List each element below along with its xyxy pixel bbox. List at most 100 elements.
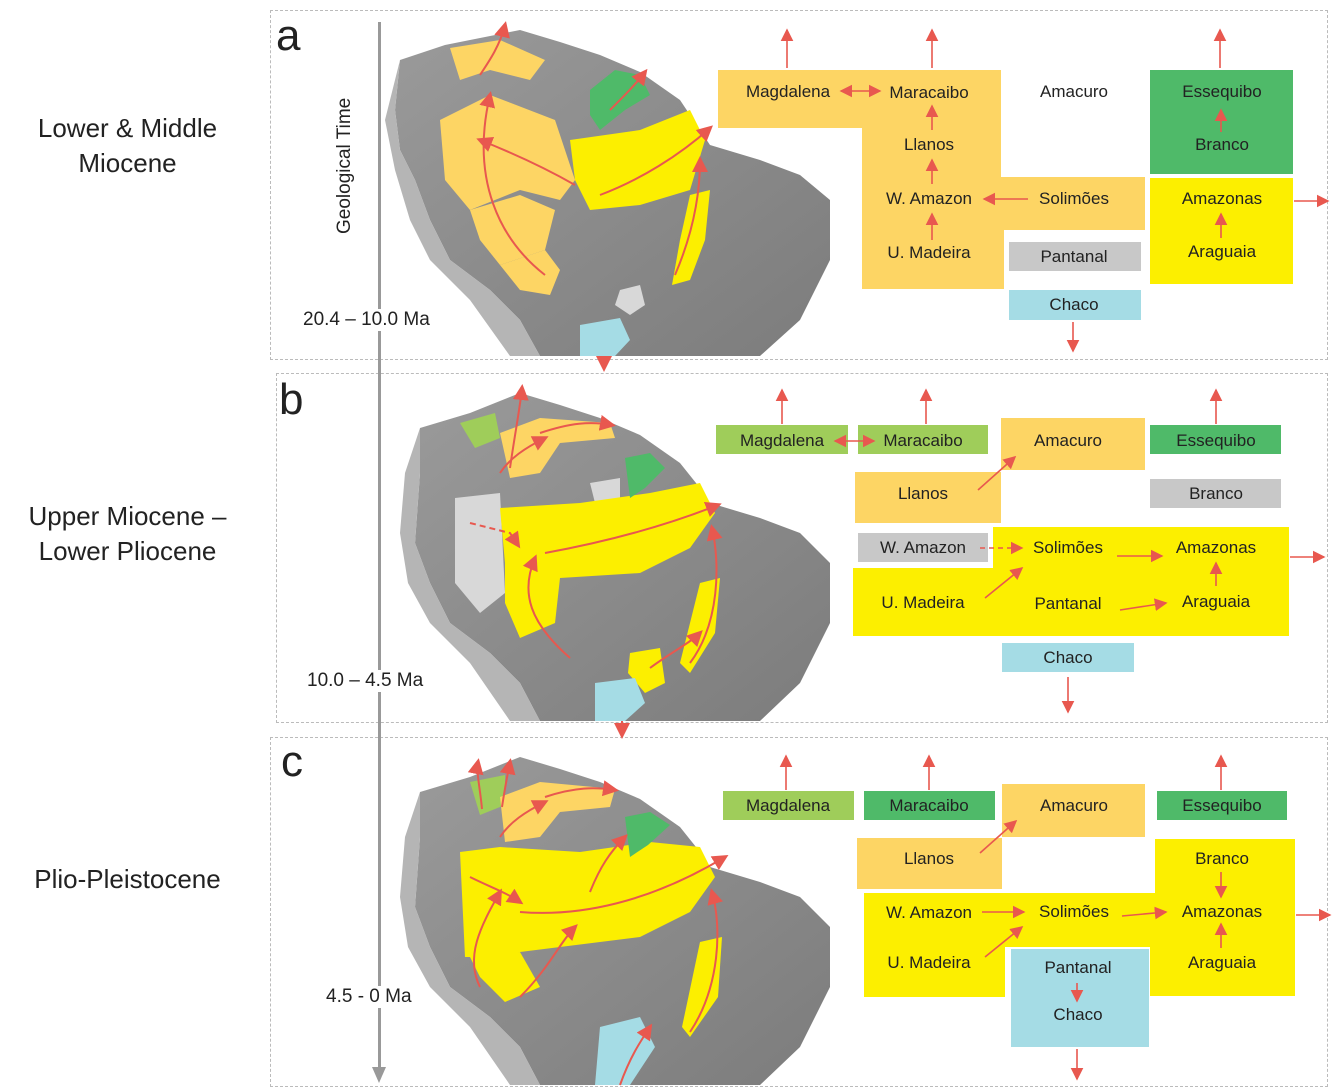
era-line: Lower & Middle bbox=[37, 113, 218, 143]
node-w-amazon: W. Amazon bbox=[886, 189, 972, 208]
panel-b bbox=[276, 373, 1328, 723]
era-label-b: Upper Miocene – Lower Pliocene bbox=[0, 499, 255, 569]
node-araguaia: Araguaia bbox=[1181, 592, 1251, 611]
basin-blue bbox=[595, 678, 645, 721]
era-label-c: Plio-Pleistocene bbox=[0, 862, 255, 897]
basin-orange bbox=[500, 418, 615, 478]
node-araguaia: Araguaia bbox=[1187, 953, 1257, 972]
region-yellow bbox=[864, 839, 1295, 997]
node-maracaibo: Maracaibo bbox=[889, 796, 969, 815]
basin-yellow bbox=[505, 563, 560, 638]
basin-orange bbox=[500, 250, 560, 295]
node-chaco: Chaco bbox=[1053, 1005, 1103, 1024]
basin-gray bbox=[590, 478, 620, 503]
node-solimoes: Solimões bbox=[1033, 538, 1103, 557]
region-maracaibo bbox=[864, 791, 995, 820]
node-pantanal: Pantanal bbox=[1040, 247, 1108, 266]
node-u-madeira: U. Madeira bbox=[881, 593, 965, 612]
node-amacuro: Amacuro bbox=[1039, 82, 1109, 101]
era-line: Upper Miocene – bbox=[28, 501, 227, 531]
time-range-a: 20.4 – 10.0 Ma bbox=[300, 309, 433, 331]
axis-arrow-head bbox=[372, 1067, 386, 1083]
node-amazonas: Amazonas bbox=[1181, 902, 1263, 921]
basin-light-green bbox=[460, 413, 500, 448]
node-llanos: Llanos bbox=[903, 849, 955, 868]
time-range-c: 4.5 - 0 Ma bbox=[323, 986, 415, 1008]
node-u-madeira: U. Madeira bbox=[887, 243, 971, 262]
basin-yellow bbox=[460, 842, 715, 957]
basin-orange bbox=[500, 782, 615, 842]
node-llanos: Llanos bbox=[903, 135, 955, 154]
region-w-amazon bbox=[858, 533, 988, 562]
basin-yellow bbox=[570, 110, 705, 210]
region-yellow bbox=[853, 527, 1289, 636]
node-branco: Branco bbox=[1195, 135, 1249, 154]
west-coast-shadow bbox=[400, 792, 540, 1085]
node-amazonas: Amazonas bbox=[1181, 189, 1263, 208]
era-line: Plio-Pleistocene bbox=[34, 864, 221, 894]
region-maracaibo bbox=[858, 425, 988, 454]
node-magdalena: Magdalena bbox=[745, 796, 831, 815]
panel-letter-a: a bbox=[276, 11, 301, 60]
node-maracaibo: Maracaibo bbox=[889, 83, 969, 102]
node-amacuro: Amacuro bbox=[1033, 431, 1103, 450]
node-magdalena: Magdalena bbox=[745, 82, 831, 101]
node-chaco: Chaco bbox=[1043, 648, 1093, 667]
basin-blue bbox=[580, 318, 630, 356]
panel-letter-c: c bbox=[281, 737, 303, 786]
region-chaco bbox=[1009, 290, 1141, 320]
basin-yellow bbox=[680, 578, 720, 673]
node-pantanal: Pantanal bbox=[1044, 958, 1112, 977]
node-magdalena: Magdalena bbox=[739, 431, 825, 450]
region-chaco bbox=[1002, 643, 1134, 672]
basin-gray bbox=[455, 493, 505, 613]
region-orange bbox=[857, 784, 1145, 889]
node-amazonas: Amazonas bbox=[1175, 538, 1257, 557]
node-maracaibo: Maracaibo bbox=[883, 431, 963, 450]
region-essequibo bbox=[1157, 791, 1287, 820]
region-pantanal bbox=[1009, 242, 1141, 271]
west-coast-shadow bbox=[385, 60, 540, 356]
node-u-madeira: U. Madeira bbox=[887, 953, 971, 972]
basin-orange bbox=[470, 195, 555, 265]
node-solimoes: Solimões bbox=[1039, 189, 1109, 208]
node-solimoes: Solimões bbox=[1039, 902, 1109, 921]
map-a bbox=[385, 21, 830, 372]
node-branco: Branco bbox=[1189, 484, 1243, 503]
panel-a bbox=[270, 10, 1328, 360]
basin-green bbox=[625, 812, 670, 857]
node-pantanal: Pantanal bbox=[1034, 594, 1102, 613]
node-chaco: Chaco bbox=[1049, 295, 1099, 314]
node-araguaia: Araguaia bbox=[1187, 242, 1257, 261]
map-b bbox=[400, 384, 830, 739]
map-c bbox=[400, 757, 830, 1086]
basin-gray bbox=[615, 285, 645, 315]
basin-yellow bbox=[628, 648, 665, 693]
node-essequibo: Essequibo bbox=[1176, 431, 1256, 450]
basin-yellow bbox=[682, 937, 722, 1037]
region-orange bbox=[855, 418, 1145, 523]
era-line: Miocene bbox=[78, 148, 177, 178]
basin-green bbox=[625, 453, 665, 498]
node-w-amazon: W. Amazon bbox=[880, 538, 966, 557]
node-amacuro: Amacuro bbox=[1039, 796, 1109, 815]
west-coast-shadow bbox=[400, 428, 540, 721]
basin-yellow bbox=[470, 952, 540, 1002]
geological-time-axis bbox=[378, 22, 381, 1067]
time-range-b: 10.0 – 4.5 Ma bbox=[304, 670, 427, 692]
region-magdalena bbox=[716, 425, 848, 454]
region-magdalena bbox=[723, 791, 854, 820]
node-essequibo: Essequibo bbox=[1182, 82, 1262, 101]
region-branco bbox=[1150, 479, 1281, 508]
node-llanos: Llanos bbox=[897, 484, 949, 503]
node-w-amazon: W. Amazon bbox=[886, 903, 972, 922]
region-essequibo bbox=[1150, 425, 1281, 454]
era-line: Lower Pliocene bbox=[38, 536, 217, 566]
era-label-a: Lower & Middle Miocene bbox=[0, 111, 255, 181]
node-essequibo: Essequibo bbox=[1182, 796, 1262, 815]
node-branco: Branco bbox=[1195, 849, 1249, 868]
basin-yellow bbox=[500, 483, 715, 583]
